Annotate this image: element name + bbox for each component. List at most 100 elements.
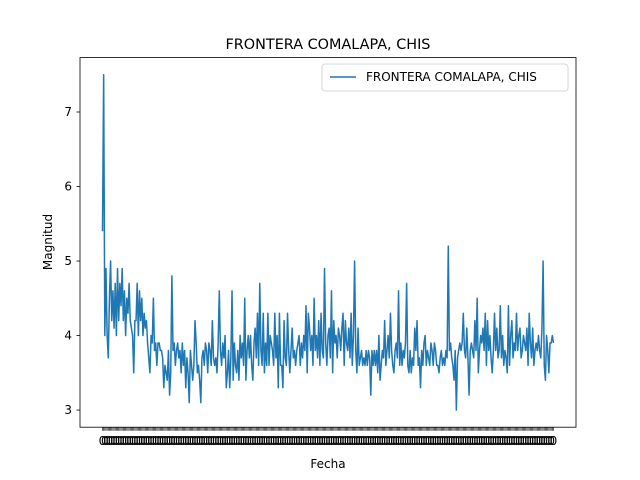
x-tick-label: 0	[379, 434, 387, 448]
x-tick-label: 0	[545, 434, 553, 448]
y-axis-label: Magnitud	[41, 214, 55, 270]
x-tick-label: 0	[471, 434, 479, 448]
x-tick-label: 0	[466, 434, 474, 448]
x-tick-label: 0	[242, 434, 250, 448]
x-tick-label: 0	[233, 434, 241, 448]
x-tick-label: 0	[251, 434, 259, 448]
x-tick-label: 0	[316, 434, 324, 448]
x-tick-label: 0	[395, 434, 403, 448]
x-tick-label: 0	[99, 434, 107, 448]
x-tick-label: 0	[110, 434, 118, 448]
x-tick-label: 0	[249, 434, 257, 448]
x-tick-label: 0	[510, 434, 518, 448]
x-tick-label: 0	[281, 434, 289, 448]
x-tick-label: 0	[330, 434, 338, 448]
x-tick-label: 0	[145, 434, 153, 448]
x-tick-label: 0	[476, 434, 484, 448]
x-tick-label: 0	[506, 434, 514, 448]
series-line	[101, 73, 555, 411]
x-tick-label: 0	[418, 434, 426, 448]
x-tick-label: 0	[344, 434, 352, 448]
x-tick-label: 0	[376, 434, 384, 448]
x-tick-label: 0	[163, 434, 171, 448]
x-tick-label: 0	[547, 434, 555, 448]
x-tick-label: 0	[503, 434, 511, 448]
x-tick-label: 0	[501, 434, 509, 448]
y-tick-label: 7	[64, 105, 72, 119]
x-tick-label: 0	[533, 434, 541, 448]
x-tick-label: 0	[443, 434, 451, 448]
x-tick-label: 0	[399, 434, 407, 448]
x-tick-label: 0	[113, 434, 121, 448]
x-tick-label: 0	[448, 434, 456, 448]
x-tick-label: 0	[226, 434, 234, 448]
x-tick-label: 0	[323, 434, 331, 448]
x-tick-label: 0	[184, 434, 192, 448]
x-tick-label: 0	[392, 434, 400, 448]
x-tick-label: 0	[337, 434, 345, 448]
x-tick-label: 0	[175, 434, 183, 448]
x-tick-label: 0	[219, 434, 227, 448]
x-tick-label: 0	[385, 434, 393, 448]
x-tick-label: 0	[362, 434, 370, 448]
x-tick-label: 0	[360, 434, 368, 448]
x-tick-label: 0	[221, 434, 229, 448]
x-tick-label: 0	[295, 434, 303, 448]
x-tick-label: 0	[522, 434, 530, 448]
x-tick-label: 0	[265, 434, 273, 448]
x-tick-label: 0	[129, 434, 137, 448]
x-tick-label: 0	[291, 434, 299, 448]
x-tick-label: 0	[540, 434, 548, 448]
x-tick-label: 0	[284, 434, 292, 448]
x-tick-label: 0	[177, 434, 185, 448]
x-tick-label: 0	[453, 434, 461, 448]
x-tick-label: 0	[214, 434, 222, 448]
x-tick-label: 0	[455, 434, 463, 448]
x-tick-label: 0	[487, 434, 495, 448]
y-tick-label: 5	[64, 254, 72, 268]
x-tick-label: 0	[157, 434, 165, 448]
x-tick-label: 0	[425, 434, 433, 448]
x-tick-label: 0	[372, 434, 380, 448]
x-tick-label: 0	[133, 434, 141, 448]
x-tick-label: 0	[429, 434, 437, 448]
chart-title: FRONTERA COMALAPA, CHIS	[226, 37, 431, 53]
x-tick-label: 0	[485, 434, 493, 448]
x-tick-label: 0	[205, 434, 213, 448]
x-tick-label: 0	[457, 434, 465, 448]
legend-label: FRONTERA COMALAPA, CHIS	[366, 70, 537, 84]
x-tick-label: 0	[124, 434, 132, 448]
x-tick-label: 0	[117, 434, 125, 448]
x-tick-label: 0	[244, 434, 252, 448]
x-tick-label: 0	[272, 434, 280, 448]
x-tick-label: 0	[339, 434, 347, 448]
x-tick-label: 0	[286, 434, 294, 448]
x-tick-label: 0	[346, 434, 354, 448]
x-tick-label: 0	[258, 434, 266, 448]
x-tick-label: 0	[126, 434, 134, 448]
x-tick-label: 0	[367, 434, 375, 448]
x-tick-label: 0	[279, 434, 287, 448]
y-tick-label: 6	[64, 180, 72, 194]
x-tick-label: 0	[138, 434, 146, 448]
x-tick-label: 0	[404, 434, 412, 448]
x-tick-label: 0	[328, 434, 336, 448]
x-tick-label: 0	[351, 434, 359, 448]
x-tick-label: 0	[439, 434, 447, 448]
x-tick-label: 0	[480, 434, 488, 448]
x-tick-label: 0	[240, 434, 248, 448]
x-tick-label: 0	[302, 434, 310, 448]
x-tick-label: 0	[293, 434, 301, 448]
x-tick-label: 0	[459, 434, 467, 448]
x-tick-label: 0	[513, 434, 521, 448]
x-tick-label: 0	[101, 434, 109, 448]
x-tick-label: 0	[434, 434, 442, 448]
plot-frame	[79, 57, 577, 428]
x-tick-label: 0	[161, 434, 169, 448]
x-tick-label: 0	[342, 434, 350, 448]
x-tick-label: 0	[140, 434, 148, 448]
x-tick-label: 0	[247, 434, 255, 448]
x-tick-label: 0	[166, 434, 174, 448]
x-tick-label: 0	[388, 434, 396, 448]
